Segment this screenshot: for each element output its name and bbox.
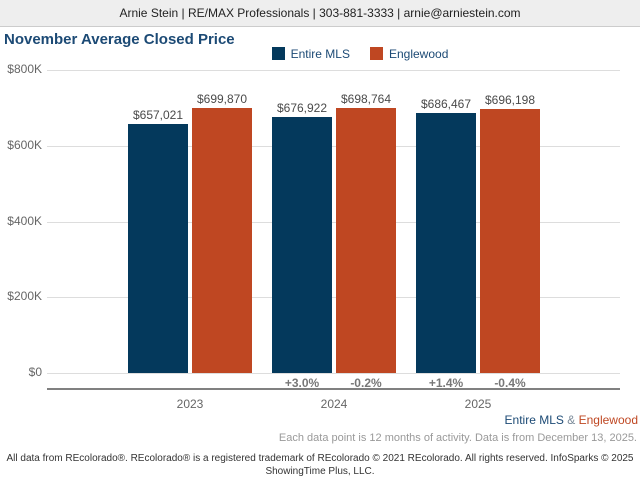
series-note-englewood: Englewood xyxy=(578,413,638,427)
chart-title: November Average Closed Price xyxy=(4,31,235,48)
series-note-entire-mls: Entire MLS xyxy=(504,413,564,427)
x-tick-label-2025: 2025 xyxy=(464,397,492,411)
pct-change-englewood-2024: -0.2% xyxy=(350,376,382,390)
bar-entire-mls-2023[interactable] xyxy=(128,124,188,373)
entire-mls-swatch-icon xyxy=(271,47,285,60)
bar-entire-mls-2025[interactable] xyxy=(416,113,476,373)
legend: Entire MLS Englewood xyxy=(160,46,560,61)
bar-entire-mls-2024[interactable] xyxy=(272,116,332,373)
gridline-400K xyxy=(47,221,620,223)
gridline-200K xyxy=(47,297,620,299)
pct-change-entire-mls-2024: +3.0% xyxy=(284,376,320,390)
y-tick-label-400K: $400K xyxy=(7,213,42,228)
series-note: Entire MLS & Englewood xyxy=(505,413,638,427)
value-label-englewood-2024: $698,764 xyxy=(340,92,392,107)
value-label-entire-mls-2023: $657,021 xyxy=(132,108,184,123)
y-tick-label-600K: $600K xyxy=(7,137,42,152)
pct-change-entire-mls-2025: +1.4% xyxy=(428,376,464,390)
gridline-800K xyxy=(47,70,620,71)
disclaimer: All data from REcolorado®. REcolorado® i… xyxy=(0,452,640,478)
series-note-separator: & xyxy=(567,413,576,427)
value-label-englewood-2025: $696,198 xyxy=(484,93,536,108)
disclaimer-line2: ShowingTime Plus, LLC. xyxy=(265,466,375,477)
disclaimer-line1: All data from REcolorado®. REcolorado® i… xyxy=(6,453,634,464)
gridline-600K xyxy=(47,145,620,147)
gridline-0 xyxy=(47,373,620,374)
pct-change-englewood-2025: -0.4% xyxy=(494,376,526,390)
legend-item-englewood[interactable]: Englewood xyxy=(369,46,449,61)
y-tick-label-200K: $200K xyxy=(7,289,42,304)
value-label-englewood-2023: $699,870 xyxy=(196,91,248,106)
data-note: Each data point is 12 months of activity… xyxy=(278,432,637,444)
value-label-entire-mls-2025: $686,467 xyxy=(420,97,472,111)
y-tick-label-800K: $800K xyxy=(7,62,42,76)
legend-label-entire-mls: Entire MLS xyxy=(290,46,350,61)
bar-englewood-2023[interactable] xyxy=(192,107,252,373)
bar-englewood-2025[interactable] xyxy=(480,109,540,373)
legend-item-entire-mls[interactable]: Entire MLS xyxy=(271,46,350,61)
x-axis-line xyxy=(47,388,620,390)
header-contact-text: Arnie Stein | RE/MAX Professionals | 303… xyxy=(119,6,521,20)
englewood-swatch-icon xyxy=(369,47,383,60)
legend-label-englewood: Englewood xyxy=(388,46,449,61)
bar-englewood-2024[interactable] xyxy=(336,108,396,373)
x-tick-label-2023: 2023 xyxy=(176,397,204,411)
y-tick-label-0: $0 xyxy=(28,365,42,379)
header-bar: Arnie Stein | RE/MAX Professionals | 303… xyxy=(0,0,640,27)
x-tick-label-2024: 2024 xyxy=(320,397,348,411)
value-label-entire-mls-2024: $676,922 xyxy=(276,100,328,115)
